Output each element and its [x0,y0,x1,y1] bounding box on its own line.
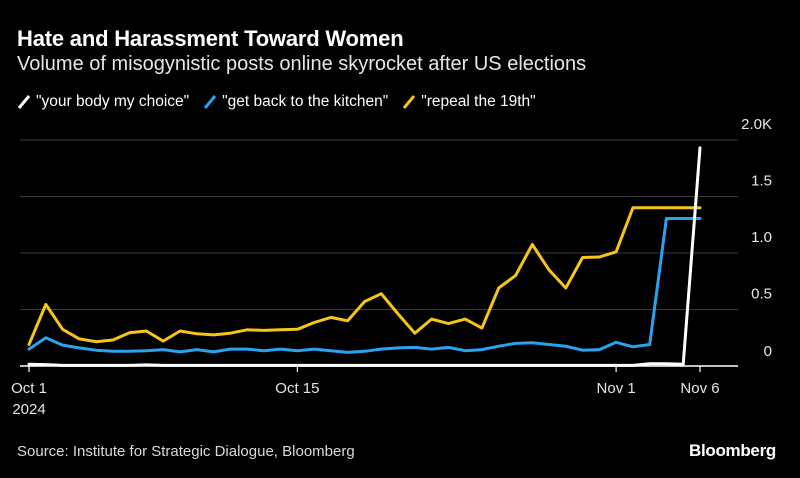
x-tick-label: Nov 6 [680,380,719,397]
bloomberg-logo: Bloomberg [688,441,776,460]
legend-item-your-body-my-choice: "your body my choice" [17,93,189,111]
legend-swatch-white [17,95,31,109]
chart-title: Hate and Harassment Toward Women [17,26,404,51]
series-line-2 [27,206,702,346]
legend-label: "your body my choice" [36,93,190,110]
y-tick-label: 1.0 [751,229,772,246]
chart-subtitle: Volume of misogynistic posts online skyr… [17,53,587,75]
y-tick-label: 1.5 [751,173,772,190]
legend-label: "repeal the 19th" [421,93,536,110]
y-tick-label: 0.5 [751,286,772,303]
legend-item-repeal-the-19th: "repeal the 19th" [402,93,536,111]
legend: "your body my choice" "get back to the k… [17,93,550,111]
legend-swatch-yellow [403,95,416,109]
x-tick-label: Nov 1 [597,380,636,397]
legend-swatch-blue [204,95,217,109]
x-tick-label: Oct 1 [11,380,47,397]
series-line-1 [27,217,702,354]
y-tick-label: 2.0K [741,116,772,133]
legend-item-get-back-to-the-kitchen: "get back to the kitchen" [203,93,388,111]
legend-label: "get back to the kitchen" [222,93,389,110]
y-tick-label: 0 [764,343,772,360]
x-tick-label: Oct 15 [275,380,319,397]
source-note: Source: Institute for Strategic Dialogue… [17,443,355,460]
x-tick-sublabel: 2024 [12,401,45,418]
